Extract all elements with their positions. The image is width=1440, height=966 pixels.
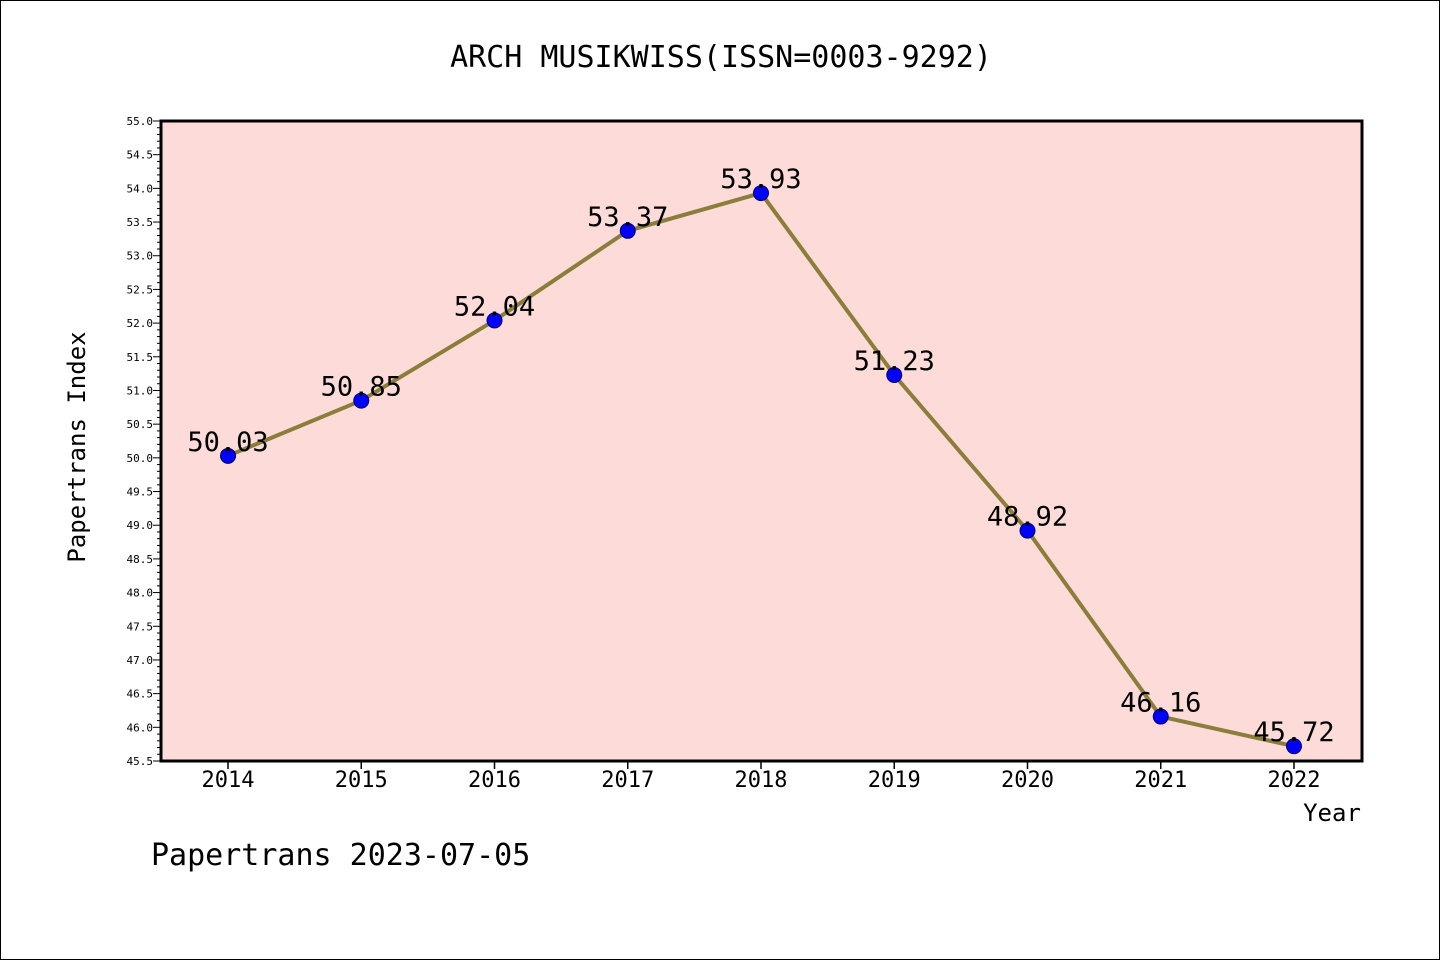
y-tick-label: 47.5 <box>127 620 154 633</box>
y-tick-label: 51.0 <box>127 384 154 397</box>
data-point-marker <box>220 447 236 464</box>
y-tick-label: 45.5 <box>127 755 154 768</box>
x-tick-label: 2015 <box>335 768 388 793</box>
data-label: 50.85 <box>321 372 402 403</box>
x-tick-label: 2019 <box>868 768 921 793</box>
data-label: 52.04 <box>454 291 535 322</box>
data-label: 53.93 <box>720 164 801 195</box>
y-tick-label: 50.5 <box>127 418 154 431</box>
y-tick-label: 49.0 <box>127 519 154 532</box>
y-tick-label: 52.5 <box>127 283 154 296</box>
y-tick-label: 54.0 <box>127 182 154 195</box>
data-label: 45.72 <box>1253 717 1334 748</box>
data-point-marker <box>486 312 503 329</box>
data-labels: 50.03 50.85 52.04 53.37 53.93 51.23 48.92 46.16… <box>187 164 1334 748</box>
data-point-marker <box>1286 738 1302 755</box>
plot-border <box>159 119 1364 763</box>
data-label: 53.37 <box>587 202 668 233</box>
x-axis: 2014 2015 2016 2017 2018 2019 2020 2021 2022 <box>202 761 1321 793</box>
y-tick-label: 47.0 <box>127 654 154 667</box>
data-point-marker <box>619 222 636 239</box>
y-tick-label: 50.0 <box>127 452 154 465</box>
x-tick-label: 2017 <box>601 768 654 793</box>
chart-title: ARCH MUSIKWISS(ISSN=0003-9292) <box>450 40 992 75</box>
x-tick-label: 2022 <box>1268 768 1321 793</box>
data-label: 46.16 <box>1120 688 1201 719</box>
data-point-marker <box>1019 522 1036 539</box>
data-point-marker <box>1152 708 1169 725</box>
x-tick-label: 2018 <box>735 768 788 793</box>
data-label: 50.03 <box>187 427 268 458</box>
y-tick-label: 53.5 <box>127 216 154 229</box>
y-tick-label: 46.5 <box>127 688 154 701</box>
y-axis-label: Papertrans Index <box>63 331 91 562</box>
x-tick-label: 2016 <box>468 768 521 793</box>
footer-text: Papertrans 2023-07-05 <box>151 838 530 873</box>
y-tick-label: 46.0 <box>127 721 154 734</box>
data-point-marker <box>353 392 370 409</box>
x-axis-label: Year <box>1303 799 1361 827</box>
y-tick-label: 48.0 <box>127 587 154 600</box>
data-label: 48.92 <box>987 502 1068 533</box>
x-tick-label: 2020 <box>1001 768 1054 793</box>
data-point-marker <box>753 185 769 202</box>
plot-area <box>161 121 1362 761</box>
data-points <box>220 185 1302 755</box>
y-tick-label: 54.5 <box>127 149 154 162</box>
y-axis: 45.5 46.0 46.5 47.0 47.5 48.0 48.5 49.0 49.5 50.0… <box>127 115 161 768</box>
y-tick-label: 52.0 <box>127 317 154 330</box>
x-tick-label: 2014 <box>202 768 255 793</box>
data-point-marker <box>886 366 903 383</box>
y-tick-label: 49.5 <box>127 486 154 499</box>
x-tick-label: 2021 <box>1134 768 1187 793</box>
data-label: 51.23 <box>854 346 935 377</box>
y-tick-label: 55.0 <box>127 115 154 128</box>
y-tick-label: 48.5 <box>127 553 154 566</box>
y-tick-label: 51.5 <box>127 351 154 364</box>
y-tick-label: 53.0 <box>127 250 154 263</box>
